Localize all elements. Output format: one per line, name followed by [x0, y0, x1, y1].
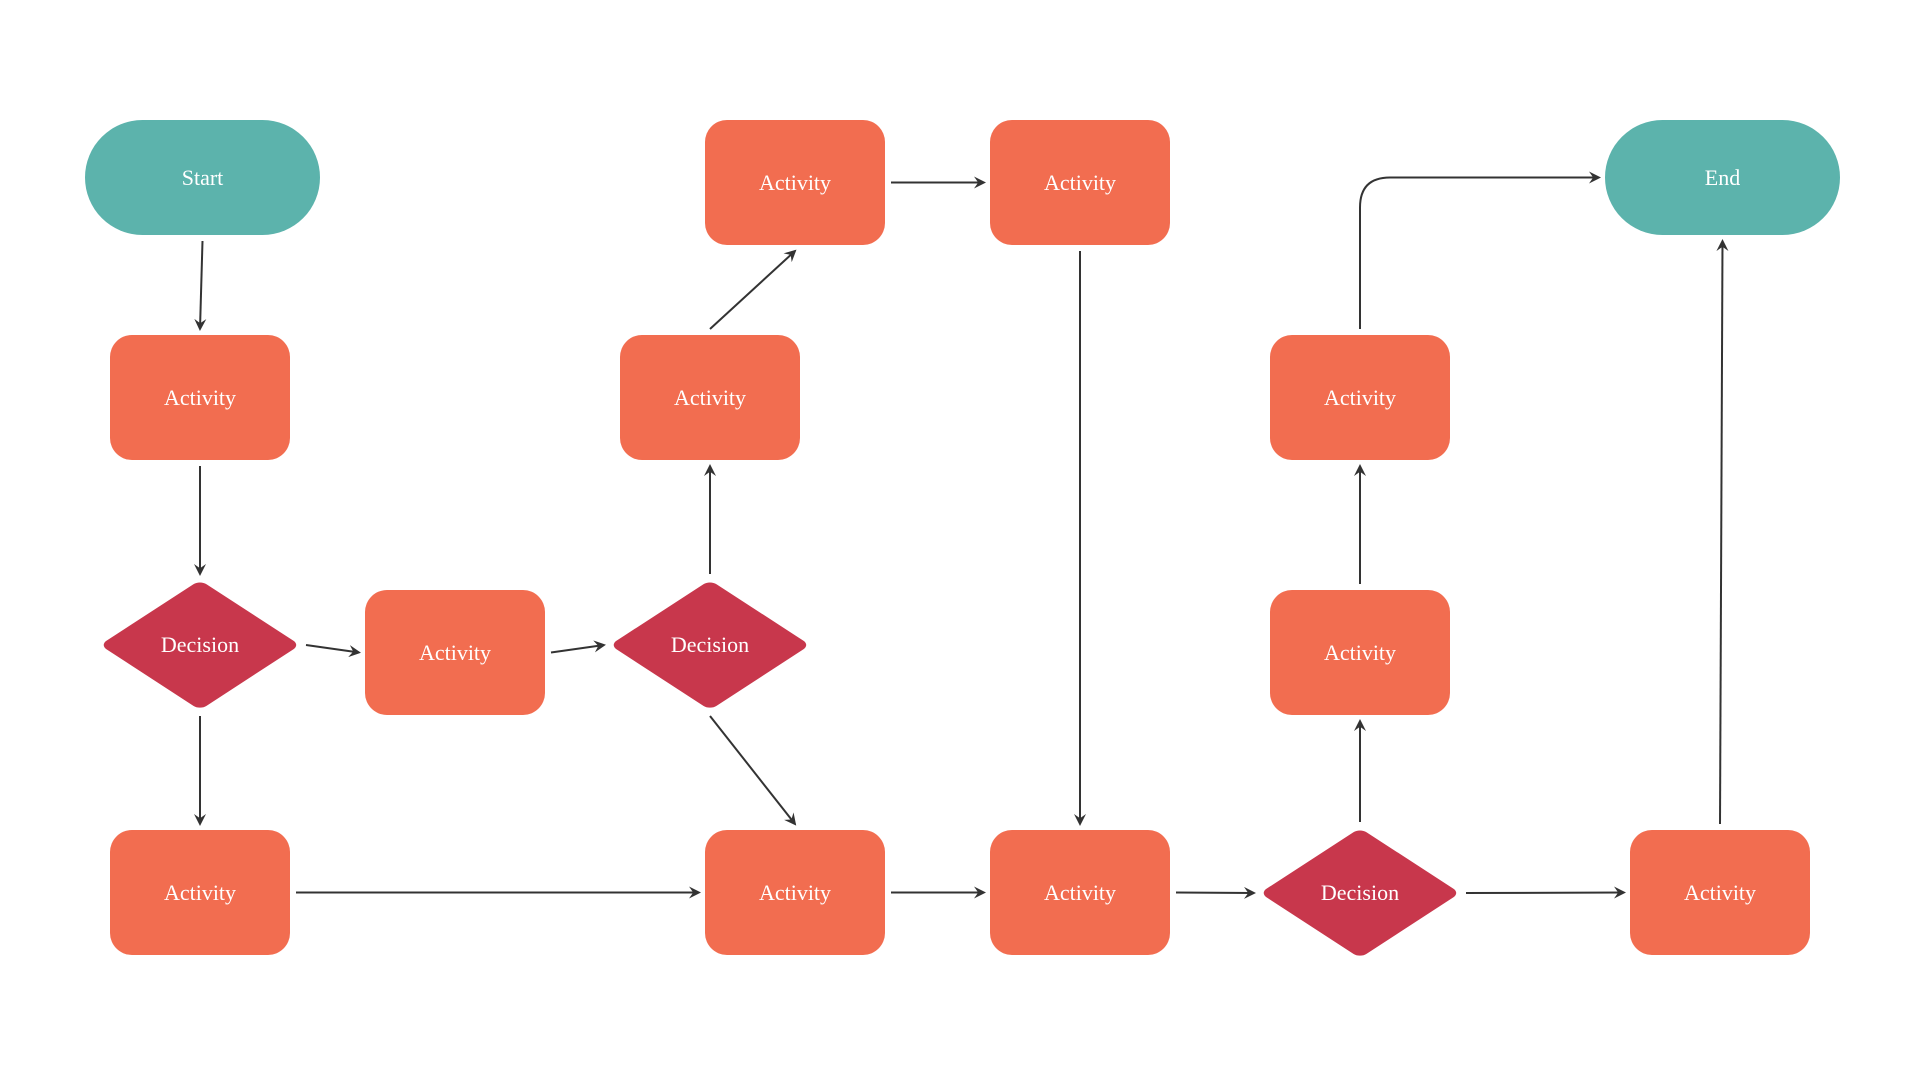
- node-label-a2: Activity: [419, 640, 491, 666]
- edge-d2-a7: [710, 716, 795, 824]
- edge-d3-a11: [1466, 893, 1624, 894]
- node-label-a3: Activity: [674, 385, 746, 411]
- node-a3: Activity: [620, 335, 800, 460]
- node-a6: Activity: [110, 830, 290, 955]
- node-label-a9: Activity: [1324, 640, 1396, 666]
- node-label-a8: Activity: [1044, 880, 1116, 906]
- node-label-a4: Activity: [759, 170, 831, 196]
- edge-a11-end: [1720, 241, 1723, 824]
- node-label-a10: Activity: [1324, 385, 1396, 411]
- node-label-end: End: [1705, 165, 1740, 191]
- flowchart-canvas: Start End Activity Decision Activity Decision…: [0, 0, 1920, 1080]
- node-d3: Decision: [1260, 828, 1460, 958]
- node-label-d3: Decision: [1321, 880, 1399, 906]
- edge-a10-end: [1360, 178, 1599, 330]
- node-label-a6: Activity: [164, 880, 236, 906]
- edge-a2-d2: [551, 645, 604, 653]
- node-label-d1: Decision: [161, 632, 239, 658]
- node-a5: Activity: [990, 120, 1170, 245]
- edge-a8-d3: [1176, 893, 1254, 894]
- node-label-a11: Activity: [1684, 880, 1756, 906]
- node-label-a1: Activity: [164, 385, 236, 411]
- node-a11: Activity: [1630, 830, 1810, 955]
- node-d1: Decision: [100, 580, 300, 710]
- node-label-start: Start: [182, 165, 224, 191]
- edge-d1-a2: [306, 645, 359, 653]
- node-a4: Activity: [705, 120, 885, 245]
- node-label-d2: Decision: [671, 632, 749, 658]
- edge-a3-a4: [710, 251, 795, 329]
- node-a1: Activity: [110, 335, 290, 460]
- node-label-a5: Activity: [1044, 170, 1116, 196]
- node-a8: Activity: [990, 830, 1170, 955]
- node-a7: Activity: [705, 830, 885, 955]
- node-a9: Activity: [1270, 590, 1450, 715]
- node-a2: Activity: [365, 590, 545, 715]
- edge-start-a1: [200, 241, 203, 329]
- node-d2: Decision: [610, 580, 810, 710]
- node-end: End: [1605, 120, 1840, 235]
- node-a10: Activity: [1270, 335, 1450, 460]
- node-start: Start: [85, 120, 320, 235]
- node-label-a7: Activity: [759, 880, 831, 906]
